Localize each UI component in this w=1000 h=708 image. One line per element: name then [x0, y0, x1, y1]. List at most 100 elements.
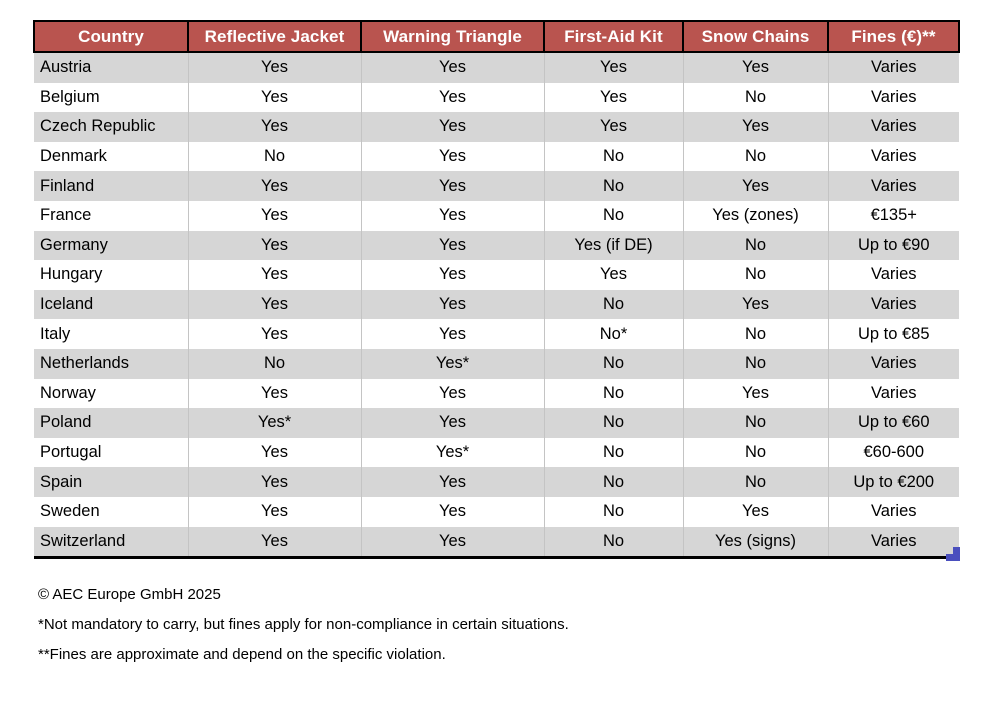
value-cell: No — [682, 82, 829, 113]
value-cell: No — [543, 141, 684, 172]
country-cell: Hungary — [34, 260, 189, 290]
footnote-single-asterisk: *Not mandatory to carry, but fines apply… — [38, 616, 569, 633]
value-cell: Yes — [360, 289, 545, 320]
value-cell: Yes — [682, 289, 829, 320]
column-header: Warning Triangle — [360, 20, 545, 53]
value-cell: No — [543, 526, 684, 558]
value-cell: Yes — [543, 82, 684, 113]
value-cell: Yes — [187, 82, 362, 113]
value-cell: No — [543, 348, 684, 379]
value-cell: Yes — [360, 52, 545, 83]
resize-handle-step-bottom — [946, 554, 960, 561]
value-cell: Yes — [360, 526, 545, 558]
value-cell: No — [543, 467, 684, 497]
value-cell: Yes* — [360, 437, 545, 468]
value-cell: No — [187, 141, 362, 172]
country-cell: France — [34, 200, 189, 231]
table-row: Austria Yes Yes Yes Yes Varies — [34, 52, 959, 83]
table-row: France Yes Yes No Yes (zones) €135+ — [34, 200, 959, 231]
value-cell: No — [543, 378, 684, 409]
value-cell: Varies — [827, 260, 959, 290]
column-header: Country — [33, 20, 189, 53]
country-cell: Finland — [34, 171, 189, 201]
value-cell: Yes — [187, 319, 362, 349]
value-cell: Varies — [827, 141, 959, 172]
value-cell: Yes — [543, 52, 684, 83]
table-row: Belgium Yes Yes Yes No Varies — [34, 82, 959, 113]
table-row: Poland Yes* Yes No No Up to €60 — [34, 408, 959, 438]
value-cell: Yes (if DE) — [543, 230, 684, 261]
country-cell: Sweden — [34, 496, 189, 527]
value-cell: No — [543, 408, 684, 438]
table-row: Denmark No Yes No No Varies — [34, 141, 959, 172]
value-cell: No — [682, 437, 829, 468]
value-cell: €135+ — [827, 200, 959, 231]
table-row: Switzerland Yes Yes No Yes (signs) Varies — [34, 526, 959, 558]
value-cell: Yes — [187, 52, 362, 83]
country-cell: Germany — [34, 230, 189, 261]
value-cell: Yes — [360, 260, 545, 290]
copyright-text: © AEC Europe GmbH 2025 — [38, 586, 221, 603]
value-cell: No — [543, 200, 684, 231]
value-cell: Yes — [682, 171, 829, 201]
value-cell: Yes — [187, 437, 362, 468]
value-cell: Yes — [360, 319, 545, 349]
table-row: Spain Yes Yes No No Up to €200 — [34, 467, 959, 497]
value-cell: Varies — [827, 289, 959, 320]
country-cell: Czech Republic — [34, 112, 189, 142]
value-cell: Varies — [827, 348, 959, 379]
value-cell: €60-600 — [827, 437, 959, 468]
value-cell: Yes* — [360, 348, 545, 379]
table-row: Italy Yes Yes No* No Up to €85 — [34, 319, 959, 349]
value-cell: No — [682, 319, 829, 349]
value-cell: Yes — [360, 467, 545, 497]
value-cell: Varies — [827, 52, 959, 83]
table-resize-handle[interactable] — [946, 547, 960, 561]
value-cell: No — [543, 496, 684, 527]
value-cell: No — [682, 141, 829, 172]
country-cell: Italy — [34, 319, 189, 349]
value-cell: Yes — [360, 496, 545, 527]
value-cell: Varies — [827, 378, 959, 409]
value-cell: Yes — [682, 52, 829, 83]
header-row: Country Reflective Jacket Warning Triangle… — [33, 20, 960, 53]
value-cell: Yes — [187, 496, 362, 527]
table-row: Norway Yes Yes No Yes Varies — [34, 378, 959, 409]
table-row: Finland Yes Yes No Yes Varies — [34, 171, 959, 201]
country-cell: Austria — [34, 52, 189, 83]
equipment-compliance-table: Country Reflective Jacket Warning Triangle… — [33, 20, 960, 561]
value-cell: Yes — [360, 408, 545, 438]
value-cell: Up to €200 — [827, 467, 959, 497]
value-cell: Yes — [187, 200, 362, 231]
value-cell: Yes — [187, 260, 362, 290]
footnote-double-asterisk: **Fines are approximate and depend on th… — [38, 646, 446, 663]
value-cell: Yes — [187, 289, 362, 320]
compliance-table: Country Reflective Jacket Warning Triangle… — [33, 20, 960, 560]
value-cell: Yes — [187, 526, 362, 558]
country-cell: Switzerland — [34, 526, 189, 558]
value-cell: No — [682, 408, 829, 438]
value-cell: Up to €85 — [827, 319, 959, 349]
value-cell: No — [543, 171, 684, 201]
column-header: Reflective Jacket — [187, 20, 362, 53]
column-header: Fines (€)** — [827, 20, 960, 53]
value-cell: No — [682, 348, 829, 379]
country-cell: Poland — [34, 408, 189, 438]
value-cell: Yes — [682, 378, 829, 409]
value-cell: Yes — [360, 230, 545, 261]
table-body: Austria Yes Yes Yes Yes Varies Belgium Yes Yes Ye… — [34, 52, 959, 558]
value-cell: Yes — [187, 112, 362, 142]
value-cell: Varies — [827, 496, 959, 527]
value-cell: Yes — [543, 260, 684, 290]
value-cell: No — [682, 230, 829, 261]
table-row: Portugal Yes Yes* No No €60-600 — [34, 437, 959, 468]
value-cell: Varies — [827, 82, 959, 113]
resize-handle-step-top — [953, 547, 960, 554]
value-cell: Yes — [360, 141, 545, 172]
table-row: Germany Yes Yes Yes (if DE) No Up to €90 — [34, 230, 959, 261]
value-cell: Yes — [682, 112, 829, 142]
country-cell: Spain — [34, 467, 189, 497]
country-cell: Norway — [34, 378, 189, 409]
value-cell: No* — [543, 319, 684, 349]
value-cell: Varies — [827, 171, 959, 201]
